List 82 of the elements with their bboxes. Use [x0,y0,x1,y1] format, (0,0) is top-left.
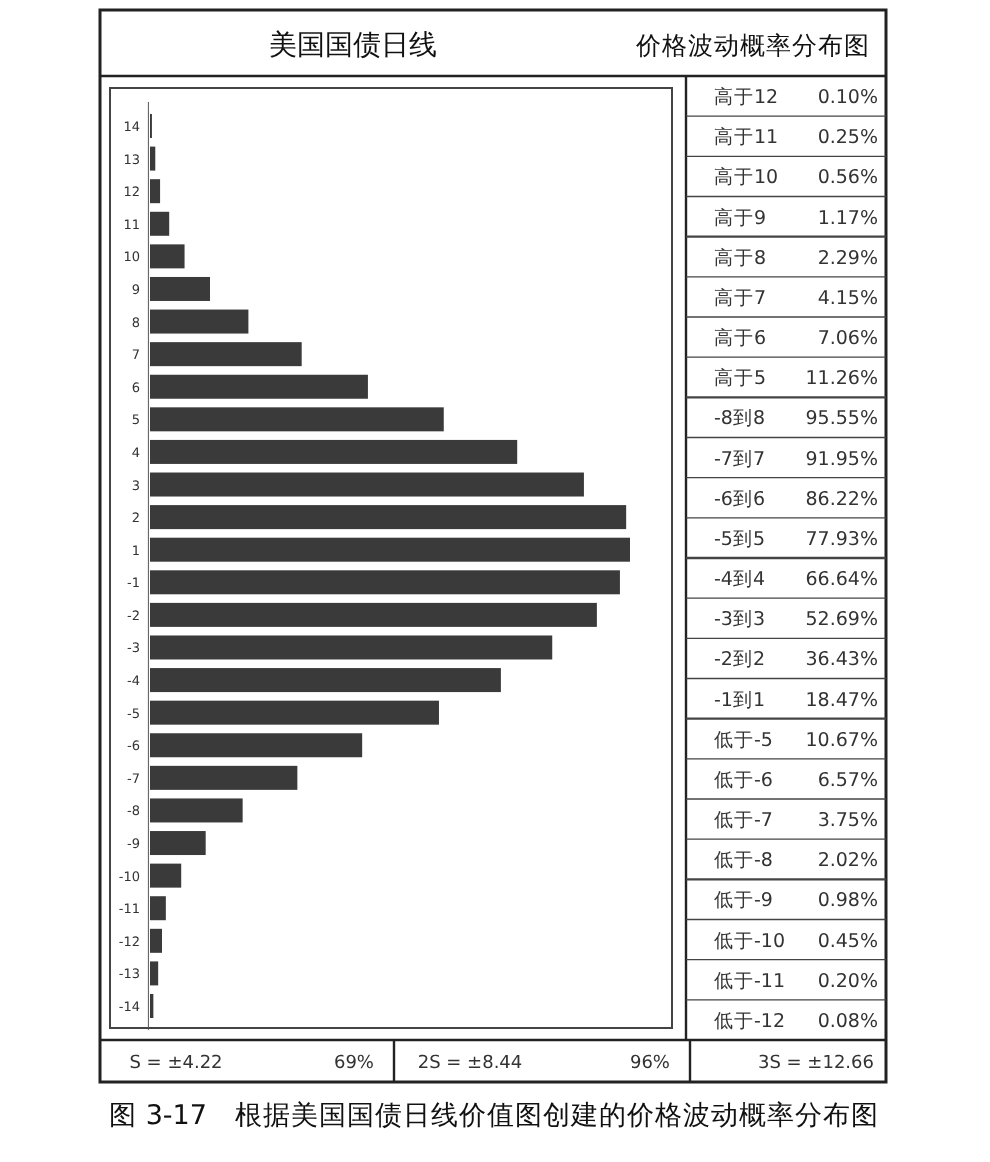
bar [150,733,363,758]
bar [150,961,159,986]
text: 0.25% [817,127,878,150]
bar [150,570,620,595]
bar [150,798,243,823]
text: 低于-10 [714,930,786,953]
text: -3到3 [714,609,766,632]
text: 低于-11 [714,970,786,993]
text: 11.26% [805,368,878,391]
text: 高于11 [714,125,779,150]
text: 1.17% [817,207,878,230]
bar [150,276,210,301]
bar [150,896,166,921]
text: 6.57% [817,769,878,792]
text: -4到4 [714,569,766,592]
text: 0.08% [817,1010,878,1033]
text: -8到8 [714,408,766,431]
bar [150,211,170,236]
text: 低于-8 [714,850,773,873]
text: 0.98% [817,890,878,913]
text: 高于7 [714,285,767,310]
text: 高于9 [714,205,767,230]
bar [150,700,439,725]
text: 0.20% [817,970,878,993]
text: 2.02% [817,850,878,873]
text: 高于12 [714,85,779,110]
text: 91.95% [805,448,878,471]
chart-title: 美国国债日线 [269,30,437,62]
bar [150,668,501,693]
bar [150,342,302,367]
text: 低于-7 [714,810,773,833]
text: 69% [333,1054,375,1074]
caption: 图 3-17 根据美国国债日线价值图创建的价格波动概率分布图 [109,1100,879,1132]
text: 0.45% [817,930,878,953]
bar [150,244,185,269]
text: 77.93% [805,528,878,551]
text: 52.69% [805,609,878,632]
bar [150,309,249,334]
text: 3S = ±12.66 [757,1054,875,1074]
text: 36.43% [805,649,878,672]
text: 高于6 [714,326,767,351]
bar [150,863,182,888]
text: 高于8 [714,245,767,270]
text: 96% [629,1054,671,1074]
bar [150,602,597,627]
text: -7到7 [714,448,766,471]
text: 10.67% [805,729,878,752]
bar [150,374,368,399]
text: -1到1 [714,689,766,712]
text: 66.64% [805,569,878,592]
text: 低于-5 [714,729,773,752]
bar [150,928,162,953]
text: 高于10 [714,165,779,190]
bar [150,439,518,464]
text: -6到6 [714,488,766,511]
text: 18.47% [805,689,878,712]
text: 95.55% [805,408,878,431]
text: -5到5 [714,528,766,551]
text: 价格波动概率分布图 [634,30,870,60]
text: 7.06% [817,328,878,351]
bar [150,831,206,856]
text: 4.15% [817,287,878,310]
text: 2S = ±8.44 [417,1054,523,1074]
text: 低于-9 [714,890,773,913]
text: 低于-12 [714,1010,786,1033]
text: S = ±4.22 [129,1054,223,1074]
text: 低于-6 [714,769,773,792]
bar [150,765,298,790]
text: -2到2 [714,649,766,672]
bar [150,635,553,660]
text: 2.29% [817,247,878,270]
bar [150,407,444,432]
bar [150,472,584,497]
bar [150,146,156,171]
text: 3.75% [817,810,878,833]
text: 86.22% [805,488,878,511]
bar [150,537,630,562]
bar [150,505,627,530]
text: 0.10% [817,87,878,110]
text: 0.56% [817,167,878,190]
bar [150,179,161,204]
text: 高于5 [714,366,767,391]
